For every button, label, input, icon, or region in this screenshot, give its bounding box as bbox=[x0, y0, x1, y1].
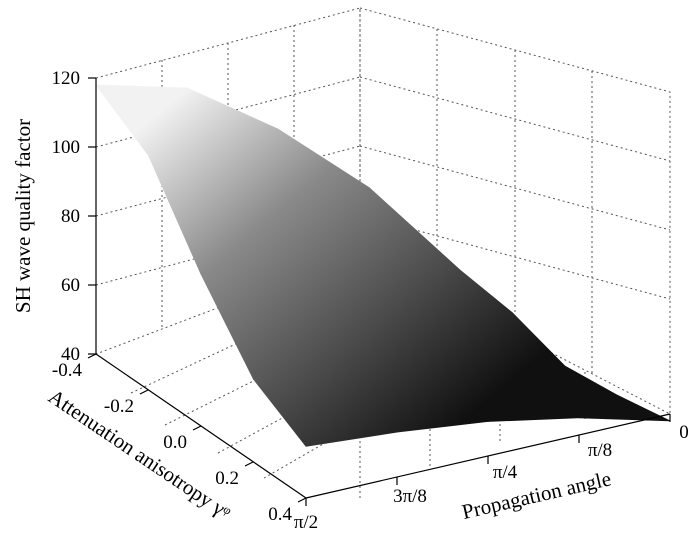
x-tick-label: π/8 bbox=[588, 440, 612, 461]
y-tick bbox=[87, 353, 97, 359]
x-tick-label: π/4 bbox=[493, 462, 518, 483]
z-axis-title: SH wave quality factor bbox=[11, 119, 35, 313]
x-axis-title: Propagation angle bbox=[460, 466, 614, 524]
y-tick bbox=[192, 425, 202, 431]
z-tick-label: 60 bbox=[61, 275, 80, 296]
z-tick-label: 100 bbox=[52, 137, 81, 158]
y-tick bbox=[139, 389, 149, 395]
surface bbox=[95, 84, 671, 447]
x-tick-label: π/2 bbox=[294, 512, 318, 533]
y-tick-label: -0.4 bbox=[52, 360, 83, 381]
z-tick-label: 40 bbox=[61, 344, 80, 365]
y-tick-label: 0.0 bbox=[163, 432, 187, 453]
y-tick bbox=[244, 461, 254, 467]
y-axis-title: Attenuation anisotropy γᵠ bbox=[44, 384, 235, 524]
y-tick-label: 0.2 bbox=[215, 468, 239, 489]
tick-labels: 120 100 80 60 40 -0.4 -0.2 0.0 0.2 0.4 π… bbox=[52, 68, 689, 533]
y-tick-label: -0.2 bbox=[104, 396, 134, 417]
grid-line bbox=[359, 76, 671, 162]
z-tick-label: 80 bbox=[61, 206, 80, 227]
y-tick-label: 0.4 bbox=[268, 504, 292, 525]
grid-line bbox=[359, 145, 671, 231]
grid-line bbox=[359, 214, 671, 300]
y-tick bbox=[297, 497, 307, 503]
x-tick-label: 3π/8 bbox=[393, 486, 427, 507]
axes bbox=[87, 77, 671, 506]
x-tick-label: 0 bbox=[679, 422, 689, 443]
z-tick-label: 120 bbox=[52, 68, 81, 89]
